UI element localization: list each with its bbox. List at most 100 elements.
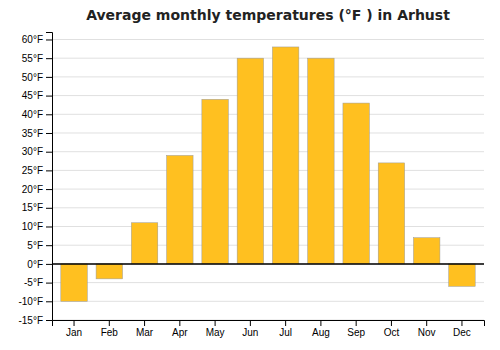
y-tick-label: 0°F [27, 259, 43, 270]
x-tick-label: Oct [384, 327, 400, 338]
x-tick: Feb [101, 320, 119, 338]
x-tick-mark [74, 320, 75, 326]
grid-line [52, 151, 484, 152]
y-tick-label: 60°F [22, 34, 43, 45]
y-tick: 35°F [22, 128, 52, 139]
y-tick: 10°F [22, 221, 52, 232]
x-tick-mark [320, 320, 321, 326]
y-tick: 50°F [22, 72, 52, 83]
y-tick-mark [46, 264, 52, 265]
y-tick-label: 55°F [22, 53, 43, 64]
y-tick-mark [46, 39, 52, 40]
x-tick-mark [461, 320, 462, 326]
y-tick-label: 5°F [27, 240, 43, 251]
y-axis-line [46, 33, 53, 321]
x-tick-mark [144, 320, 145, 326]
y-tick-mark [46, 170, 52, 171]
y-tick-label: -15°F [18, 315, 43, 326]
grid-line [52, 114, 484, 115]
x-tick: Jun [242, 320, 258, 338]
x-tick-label: Jan [66, 327, 82, 338]
bar [131, 223, 157, 264]
bar [378, 163, 404, 264]
x-tick-label: Jun [242, 327, 258, 338]
bar [202, 99, 228, 264]
y-tick-mark [46, 152, 52, 153]
title: Average monthly temperatures (°F ) in Ar… [86, 7, 450, 23]
y-tick-label: 35°F [22, 128, 43, 139]
x-axis: JanFebMarAprMayJunJulAugSepOctNovDec [53, 320, 485, 338]
bar [413, 238, 439, 264]
x-tick-mark [250, 320, 251, 326]
y-tick-mark [46, 320, 52, 321]
x-tick-mark [356, 320, 357, 326]
grid [52, 39, 484, 320]
y-tick: -10°F [18, 296, 52, 307]
y-tick-mark [46, 96, 52, 97]
y-tick-label: -5°F [24, 277, 43, 288]
x-tick-label: Nov [418, 327, 436, 338]
bar [61, 264, 87, 301]
y-tick-mark [46, 58, 52, 59]
x-tick: Jan [66, 320, 82, 338]
y-tick-mark [46, 226, 52, 227]
bar [449, 264, 475, 286]
x-tick-label: Sep [347, 327, 365, 338]
y-tick-label: 40°F [22, 109, 43, 120]
bar [272, 47, 298, 264]
y-tick-mark [46, 283, 52, 284]
grid-line [52, 95, 484, 96]
y-tick-mark [46, 208, 52, 209]
y-tick: 0°F [27, 259, 52, 270]
y-tick: 25°F [22, 165, 52, 176]
grid-line [52, 189, 484, 190]
grid-line [52, 76, 484, 77]
y-tick: -15°F [18, 315, 52, 326]
y-tick-mark [46, 301, 52, 302]
x-tick-label: May [206, 327, 225, 338]
y-tick: 5°F [27, 240, 52, 251]
grid-line [52, 301, 484, 302]
x-tick-label: Feb [101, 327, 119, 338]
grid-line [52, 170, 484, 171]
bar [308, 58, 334, 264]
grid-line [52, 282, 484, 283]
x-tick-label: Dec [453, 327, 471, 338]
y-tick: 40°F [22, 109, 52, 120]
x-axis-line [53, 321, 485, 327]
y-tick-label: 15°F [22, 202, 43, 213]
x-tick-mark [179, 320, 180, 326]
zero-line [52, 263, 484, 265]
y-tick-label: 10°F [22, 221, 43, 232]
y-tick-label: -10°F [18, 296, 43, 307]
x-tick-mark [391, 320, 392, 326]
grid-line [52, 132, 484, 133]
x-tick: Jul [279, 320, 292, 338]
y-tick: 45°F [22, 90, 52, 101]
grid-line [52, 58, 484, 59]
y-tick-mark [46, 114, 52, 115]
x-tick-label: Mar [136, 327, 154, 338]
y-tick: 60°F [22, 34, 52, 45]
y-tick-label: 50°F [22, 72, 43, 83]
x-tick: May [206, 320, 225, 338]
y-tick-label: 30°F [22, 146, 43, 157]
x-tick: Oct [384, 320, 400, 338]
bar [343, 103, 369, 264]
x-tick-label: Jul [279, 327, 292, 338]
plot: -15°F -10°F -5°F 0°F 5°F 10°F 15°F 20°F 25°F 30°F… [18, 33, 484, 339]
grid-line [52, 207, 484, 208]
grid-line [52, 226, 484, 227]
y-tick-mark [46, 245, 52, 246]
grid-line [52, 263, 484, 264]
y-tick-mark [46, 133, 52, 134]
grid-line [52, 39, 484, 40]
y-tick-mark [46, 77, 52, 78]
x-tick-mark [426, 320, 427, 326]
y-tick: 30°F [22, 146, 52, 157]
x-tick: Apr [172, 320, 188, 338]
y-tick-label: 20°F [22, 184, 43, 195]
y-tick: 20°F [22, 184, 52, 195]
y-tick-label: 45°F [22, 90, 43, 101]
x-tick-label: Apr [172, 327, 188, 338]
